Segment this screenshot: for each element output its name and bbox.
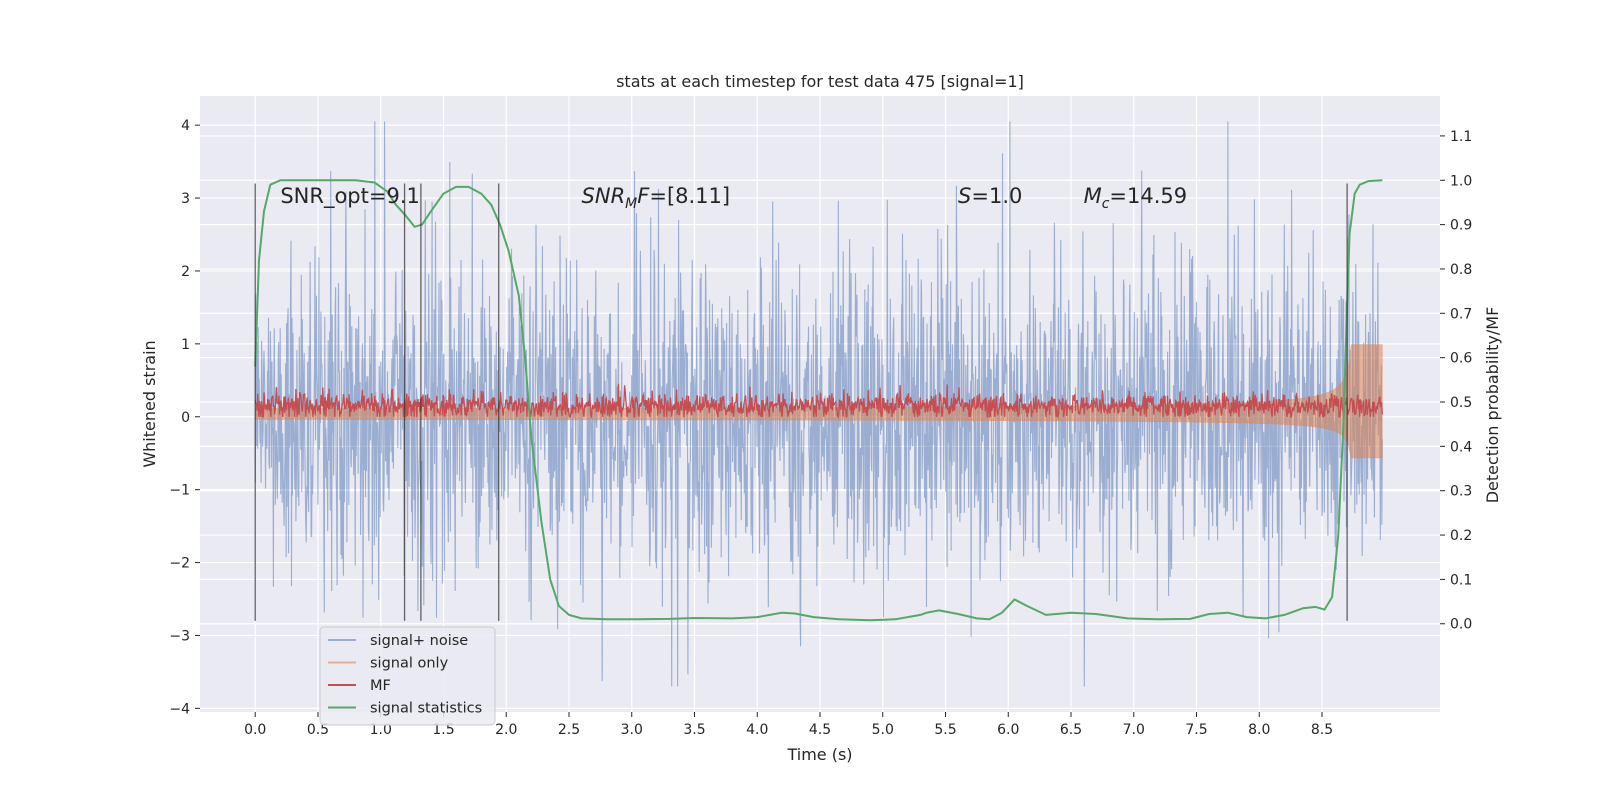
x-tick-label: 1.0 — [370, 722, 392, 738]
legend-box — [319, 626, 496, 726]
series-signal-statistics-line — [254, 179, 1383, 622]
vertical-markers — [254, 183, 1348, 621]
x-tick-label: 7.0 — [1123, 722, 1145, 738]
x-tick-label: 0.5 — [307, 722, 329, 738]
legend-entry: signal only — [370, 656, 449, 672]
x-tick-label: 4.0 — [746, 722, 768, 738]
annotation-text: SNRMF=[8.11] — [582, 184, 731, 212]
x-tick-label: 6.5 — [1060, 722, 1082, 738]
series-mf-line — [254, 383, 1383, 420]
y-tick-label: −4 — [169, 701, 190, 717]
legend-entry: signal statistics — [370, 701, 482, 717]
x-tick-label: 6.0 — [997, 722, 1019, 738]
y2-tick-label: 0.9 — [1450, 218, 1472, 234]
y2-tick-label: 1.1 — [1450, 129, 1472, 145]
legend: signal+ noise signal only MF signal statist… — [319, 626, 496, 726]
x-tick-label: 0.0 — [244, 722, 266, 738]
x-tick-label: 3.5 — [683, 722, 705, 738]
y-tick-label: 1 — [181, 337, 190, 353]
x-tick-label: 1.5 — [432, 722, 454, 738]
y2-axis-ticks: 0.0 0.1 0.2 0.3 0.4 0.5 0.6 0.7 0.8 0.9 1.0 1.1 — [1440, 129, 1472, 633]
y2-tick-label: 0.6 — [1450, 351, 1472, 367]
annotation-text: Mc=14.59 — [1084, 184, 1188, 212]
x-tick-label: 5.5 — [934, 722, 956, 738]
y2-tick-label: 0.2 — [1450, 528, 1472, 544]
x-tick-label: 2.0 — [495, 722, 517, 738]
legend-entry: signal+ noise — [370, 633, 468, 649]
y2-tick-label: 1.0 — [1450, 173, 1472, 189]
y-tick-label: −3 — [169, 628, 190, 644]
x-tick-label: 7.5 — [1185, 722, 1207, 738]
x-tick-label: 8.5 — [1311, 722, 1333, 738]
y2-tick-label: 0.3 — [1450, 484, 1472, 500]
y-axis-ticks: −4 −3 −2 −1 0 1 2 3 4 — [169, 118, 200, 717]
x-tick-label: 2.5 — [558, 722, 580, 738]
y2-tick-label: 0.0 — [1450, 617, 1472, 633]
y2-axis-label: Detection probability/MF — [1483, 307, 1502, 504]
y-tick-label: 4 — [181, 118, 190, 134]
y-axis-label: Whitened strain — [140, 340, 159, 467]
y2-tick-label: 0.1 — [1450, 572, 1472, 588]
series-layer — [254, 121, 1383, 687]
y2-tick-label: 0.5 — [1450, 395, 1472, 411]
y-tick-label: 0 — [181, 410, 190, 426]
y2-tick-label: 0.4 — [1450, 439, 1472, 455]
annotation-text: S=1.0 — [958, 184, 1022, 208]
series-signal-only-line — [254, 344, 1383, 459]
annotation-text: SNR_opt=9.1 — [280, 184, 420, 209]
y2-tick-label: 0.8 — [1450, 262, 1472, 278]
y-tick-label: 3 — [181, 191, 190, 207]
x-tick-label: 8.0 — [1248, 722, 1270, 738]
x-tick-label: 4.5 — [809, 722, 831, 738]
y-tick-label: −1 — [169, 483, 190, 499]
x-axis-label: Time (s) — [786, 745, 852, 764]
legend-entry: MF — [370, 678, 391, 694]
y-tick-label: 2 — [181, 264, 190, 280]
annotations: SNR_opt=9.1 SNRMF=[8.11] S=1.0 Mc=14.59 — [280, 184, 1187, 212]
y2-tick-label: 0.7 — [1450, 306, 1472, 322]
x-tick-label: 3.0 — [621, 722, 643, 738]
x-tick-label: 5.0 — [872, 722, 894, 738]
x-axis-ticks: 0.0 0.5 1.0 1.5 2.0 2.5 3.0 3.5 4.0 4.5 5.0 5.5 6.0 6… — [244, 712, 1333, 738]
chart-title: stats at each timestep for test data 475… — [616, 72, 1024, 91]
y-tick-label: −2 — [169, 556, 190, 572]
